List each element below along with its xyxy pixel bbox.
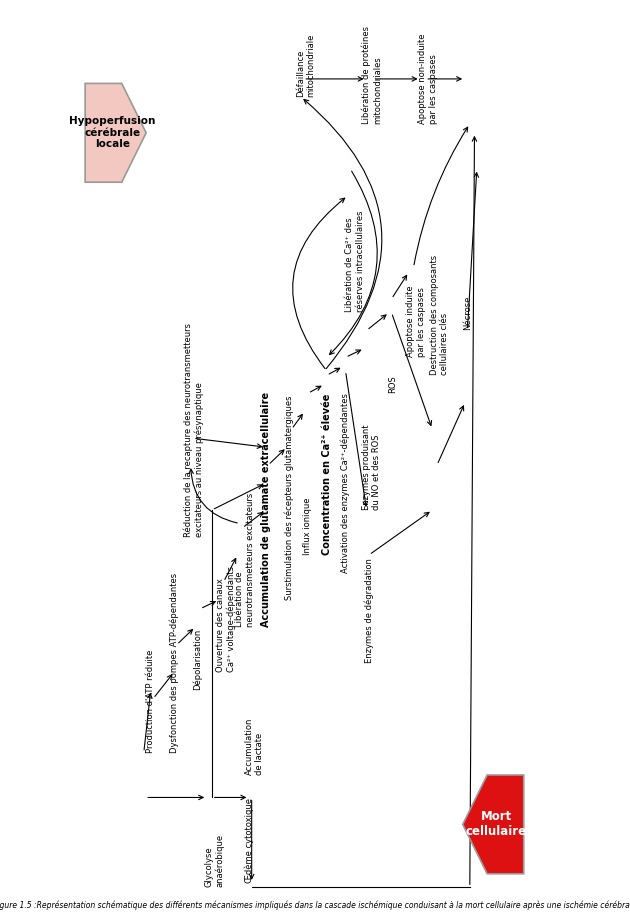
Text: Glycolyse
anaérobique: Glycolyse anaérobique — [205, 834, 225, 888]
Text: Apoptose non-induite
par les caspases: Apoptose non-induite par les caspases — [418, 33, 438, 124]
Text: Destruction des composants
cellulaires clés: Destruction des composants cellulaires c… — [430, 255, 449, 375]
Text: Libération de
neurotransmetteurs excitateurs: Libération de neurotransmetteurs excitat… — [235, 492, 255, 627]
Text: Activation des enzymes Ca²⁺-dépendantes: Activation des enzymes Ca²⁺-dépendantes — [341, 393, 350, 573]
Text: Dysfonction des pompes ATP-dépendantes: Dysfonction des pompes ATP-dépendantes — [169, 572, 179, 753]
Text: Mort
cellulaire: Mort cellulaire — [466, 811, 527, 838]
Text: Accumulation de glutamate extracellulaire: Accumulation de glutamate extracellulair… — [261, 392, 271, 627]
Polygon shape — [463, 775, 524, 874]
Polygon shape — [85, 83, 146, 182]
Text: Libération de Ca²⁺ des
réserves intracellulaires: Libération de Ca²⁺ des réserves intracel… — [345, 211, 365, 313]
Text: Figure 1.5 :Représentation schématique des différents mécanismes impliqués dans : Figure 1.5 :Représentation schématique d… — [0, 900, 630, 910]
Text: Production d'ATP réduite: Production d'ATP réduite — [146, 649, 155, 753]
Text: Dépolarisation: Dépolarisation — [193, 628, 202, 690]
Text: Surstimulation des récepteurs glutamatergiques: Surstimulation des récepteurs glutamater… — [285, 395, 294, 600]
Text: Défaillance
mitochondriale: Défaillance mitochondriale — [296, 34, 316, 97]
Text: Apoptose induite
par les caspases: Apoptose induite par les caspases — [406, 286, 426, 358]
Text: Enzymes produisant
du NO et des ROS: Enzymes produisant du NO et des ROS — [362, 425, 381, 510]
Text: Nécrose: Nécrose — [463, 296, 472, 330]
Text: Ouverture des canaux
Ca²⁺ voltage-dépendants: Ouverture des canaux Ca²⁺ voltage-dépend… — [217, 566, 236, 672]
Text: Œdème cytotoxique: Œdème cytotoxique — [244, 798, 254, 883]
Text: Libération de protéines
mitochondriales: Libération de protéines mitochondriales — [362, 26, 382, 124]
Text: Accumulation
de lactate: Accumulation de lactate — [244, 718, 264, 775]
Text: Influx ionique: Influx ionique — [303, 497, 312, 555]
Text: Réduction de la recapture des neurotransmetteurs
excitateurs au niveau présynapt: Réduction de la recapture des neurotrans… — [184, 323, 204, 537]
Text: Enzymes de dégradation: Enzymes de dégradation — [364, 558, 374, 663]
Text: Hypoperfusion
cérébrale
locale: Hypoperfusion cérébrale locale — [69, 116, 156, 149]
Text: ROS: ROS — [387, 376, 397, 393]
Text: Concentration en Ca²⁺ élevée: Concentration en Ca²⁺ élevée — [322, 393, 332, 555]
